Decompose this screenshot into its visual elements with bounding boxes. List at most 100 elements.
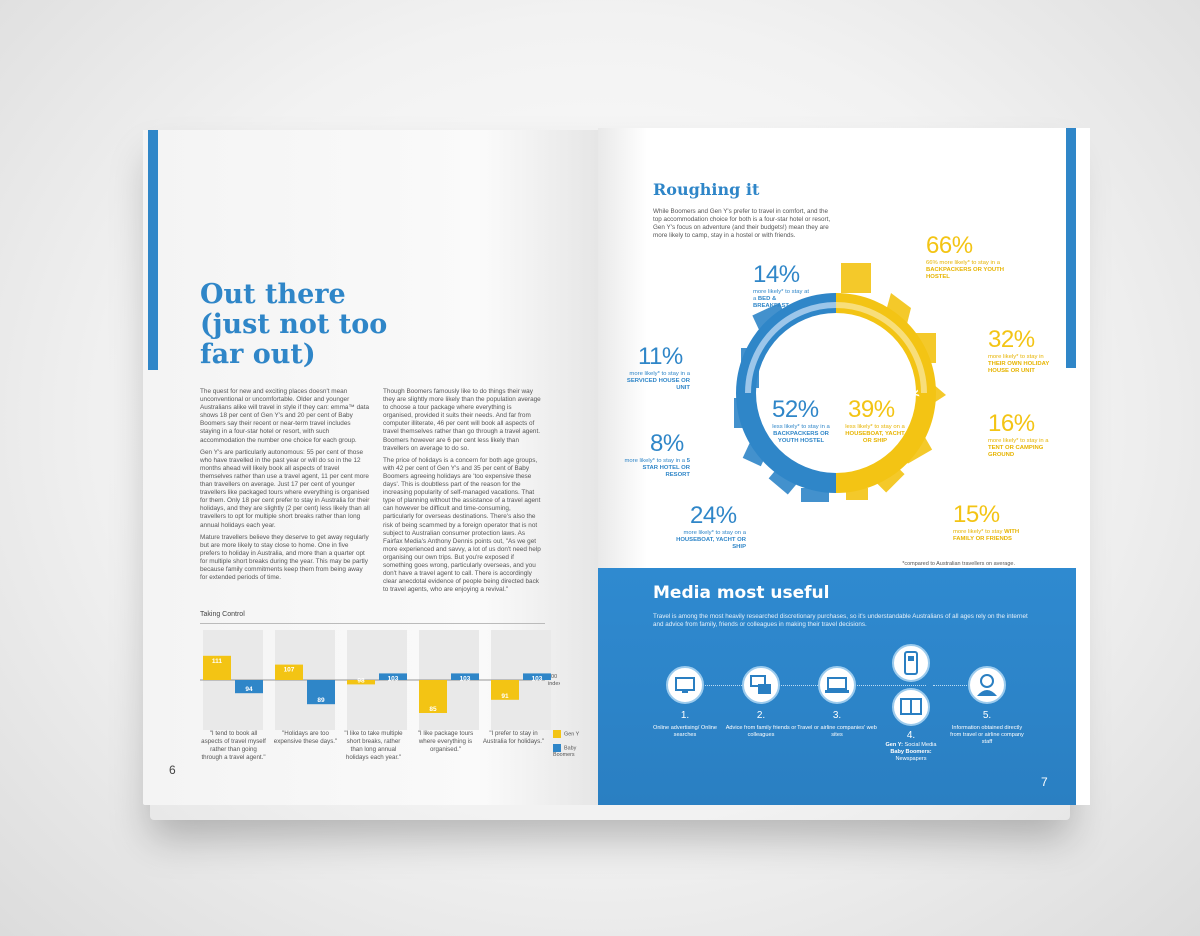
section-intro: While Boomers and Gen Y's prefer to trav… [653,208,831,239]
stat-desc-text: 66% more likely* to stay in a [926,260,1000,266]
stat-percent: 8% [650,430,684,457]
legend-gen-y: Gen Y [553,730,579,738]
media-item-number: 5. [982,710,992,721]
stat-desc-bold: 5 STAR HOTEL OR RESORT [642,458,690,479]
paragraph: Mature travellers believe they deserve t… [200,533,369,582]
connector-line [933,685,993,686]
stat-desc-text: more likely* to stay [953,529,1003,535]
media-item-number: 1. [680,710,690,721]
chart-bar [419,680,447,713]
agent-icon [977,674,997,696]
laptop-icon [825,677,849,693]
media-item-number: 3. [832,710,842,721]
paragraph: The price of holidays is a concern for b… [383,456,541,594]
body-column-a: The quest for new and exciting places do… [200,388,370,586]
stat-desc-bold: HOUSEBOAT, YACHT OR SHIP [845,431,905,445]
stat-percent: 11% [638,343,683,370]
stat-desc-text: less likely* to stay in a [772,424,830,430]
media-item-label: Information obtained directly from trave… [950,725,1024,745]
stat-percent: 14% [753,261,800,288]
stat-percent: 32% [988,326,1035,353]
media-item-number: 4. [906,730,916,741]
chart-category-label: "I tend to book all aspects of travel my… [201,730,266,761]
page-number: 6 [169,763,176,777]
chart-data-label: 103 [532,675,543,682]
stat-desc-bold: WITH FAMILY OR FRIENDS [953,529,1020,543]
media-title: Media most useful [653,583,830,603]
stat-desc-text: more likely* to stay in a [629,371,690,377]
chart-bar [203,655,231,680]
chart-data-label: 94 [245,686,253,693]
stat-desc-bold: THEIR OWN HOLIDAY HOUSE OR UNIT [988,361,1050,375]
chart-bar [523,673,551,680]
media-item-label: Advice from family friends or colleagues [725,725,797,738]
chart-bar [307,680,335,705]
page-number: 7 [1041,775,1048,789]
stat-percent: 24% [690,502,737,529]
stat-desc-bold: BED & BREAKFAST [753,296,789,310]
stat-desc-text: more likely* to stay on a [683,530,746,536]
chart-bar [235,680,263,694]
stat-desc-text: less likely* to stay on a [845,424,905,430]
stat-percent: 15% [953,501,1000,528]
chart-bar [275,664,303,680]
inner-arc-blue [745,302,837,394]
media-item-2-circle [742,666,780,704]
chart-category-label: "Holidays are too expensive these days." [273,730,338,745]
accommodation-ring: Baby Boomers Gen Y [734,263,946,502]
legend-label: Baby Boomers [553,745,577,758]
media-intro: Travel is among the most heavily researc… [653,613,1028,628]
footnote: *compared to Australian travellers on av… [902,561,1015,567]
chart-data-label: 98 [357,677,365,684]
media-item-1-circle [666,666,704,704]
media-section: Media most useful Travel is among the mo… [598,568,1076,805]
media-label-text: Newspapers [895,756,927,762]
phone-icon [904,651,918,675]
legend-label: Gen Y [564,731,580,738]
stat-percent: 66% [926,232,973,259]
stat-desc-text: more likely* to stay in a [624,458,686,464]
chart-data-label: 111 [212,658,223,665]
media-item-label: Travel or airline companies' web sites [797,725,877,738]
stat-desc: more likely* to stay in a TENT OR CAMPIN… [988,438,1058,460]
chart-data-label: 103 [388,675,399,682]
body-column-b: Though Boomers famously like to do thing… [383,388,543,598]
chart-index-label: 100 [548,674,557,680]
stat-desc: more likely* to stay at a BED & BREAKFAS… [753,289,809,311]
section-title: Roughing it [653,180,760,199]
stat-desc: more likely* to stay on a HOUSEBOAT, YAC… [668,530,746,552]
monitor-icon [675,677,695,693]
legend-baby-boomers: Baby Boomers [553,744,593,758]
newspaper-icon [900,698,922,715]
accent-bar [1066,128,1076,368]
media-item-number: 2. [756,710,766,721]
media-item-3-circle [818,666,856,704]
chart-category-label: "I prefer to stay in Australia for holid… [482,730,545,745]
stat-percent: 16% [988,410,1035,437]
legend-swatch [553,744,561,752]
stat-desc: less likely* to stay on a HOUSEBOAT, YAC… [844,424,906,446]
stat-desc-bold: TENT OR CAMPING GROUND [988,445,1044,459]
paragraph: Though Boomers famously like to do thing… [383,388,541,452]
accent-bar [148,130,158,370]
stat-desc-text: more likely* to stay in [988,354,1044,360]
chart-category-label: "I like package tours where everything i… [417,730,474,753]
chat-icon [750,675,771,694]
chart-bar [451,673,479,680]
chart-bar [379,673,407,680]
stat-desc-bold: BACKPACKERS OR YOUTH HOSTEL [926,267,1005,281]
media-label-bold: Gen Y: [885,742,903,748]
chart-data-label: 85 [429,706,437,713]
stat-percent: 52% [772,396,819,423]
right-page: Roughing it While Boomers and Gen Y's pr… [598,128,1090,805]
stat-desc-bold: HOUSEBOAT, YACHT OR SHIP [676,537,746,551]
media-label-text: Social Media [904,742,937,748]
chart-data-label: 107 [284,667,295,674]
media-label-bold: Baby Boomers: [890,749,932,755]
chart-title: Taking Control [200,611,245,618]
stat-percent: 39% [848,396,895,423]
stat-desc: more likely* to stay in a SERVICED HOUSE… [618,371,690,393]
stat-desc: less likely* to stay in a BACKPACKERS OR… [766,424,836,446]
chart-category-label: "I like to take multiple short breaks, r… [344,730,403,761]
